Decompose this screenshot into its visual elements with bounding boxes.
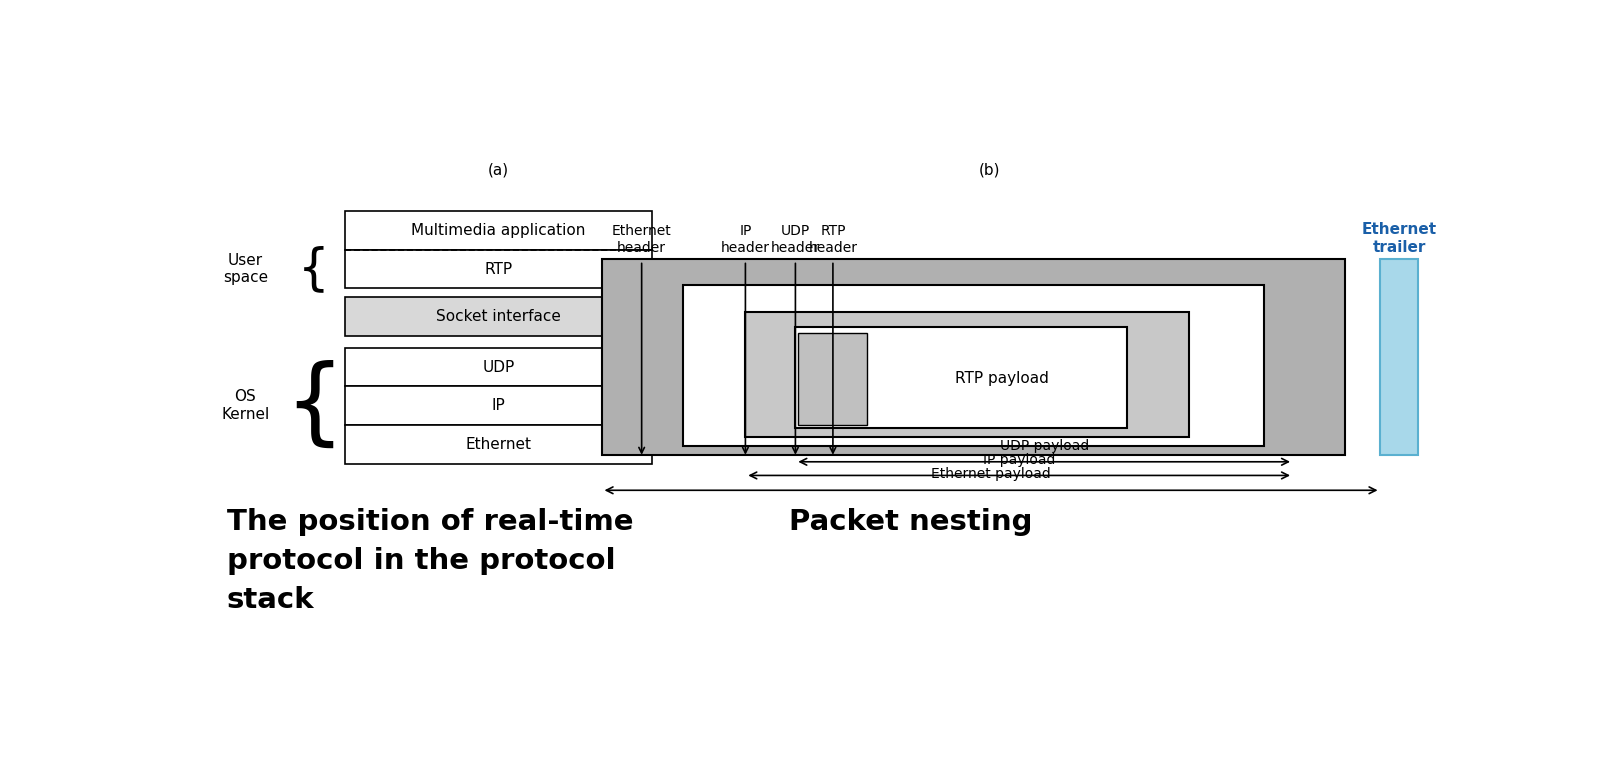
Text: OS
Kernel: OS Kernel: [221, 389, 269, 422]
Text: Ethernet payload: Ethernet payload: [931, 467, 1052, 481]
Text: The position of real-time
protocol in the protocol
stack: The position of real-time protocol in th…: [226, 508, 634, 614]
Text: RTP
header: RTP header: [808, 224, 858, 254]
Text: UDP payload: UDP payload: [1000, 439, 1089, 453]
Bar: [745, 312, 1189, 437]
Text: Multimedia application: Multimedia application: [411, 223, 586, 238]
Text: (b): (b): [979, 162, 1000, 177]
Bar: [602, 259, 1345, 455]
Text: RTP: RTP: [484, 261, 513, 277]
Text: Ethernet
header: Ethernet header: [611, 224, 671, 254]
Text: UDP
header: UDP header: [771, 224, 819, 254]
Bar: [345, 425, 652, 463]
Text: {: {: [284, 359, 344, 451]
Text: User
space: User space: [223, 253, 268, 285]
Bar: [345, 386, 652, 425]
Text: Socket interface: Socket interface: [436, 309, 561, 324]
Text: Ethernet
trailer: Ethernet trailer: [1361, 222, 1437, 254]
Bar: [345, 250, 652, 288]
Text: IP
header: IP header: [721, 224, 769, 254]
Bar: [682, 285, 1265, 446]
Bar: [1381, 259, 1418, 455]
Bar: [345, 298, 652, 336]
Bar: [345, 211, 652, 250]
Bar: [795, 327, 1126, 428]
Text: (a): (a): [487, 162, 508, 177]
Text: Packet nesting: Packet nesting: [789, 508, 1032, 536]
Text: Ethernet: Ethernet: [466, 436, 532, 452]
Bar: [798, 333, 866, 425]
Text: RTP payload: RTP payload: [955, 371, 1048, 386]
Text: UDP: UDP: [482, 359, 515, 375]
Bar: [345, 348, 652, 386]
Text: IP: IP: [492, 398, 505, 413]
Text: IP payload: IP payload: [982, 453, 1055, 466]
Text: {: {: [298, 245, 331, 293]
